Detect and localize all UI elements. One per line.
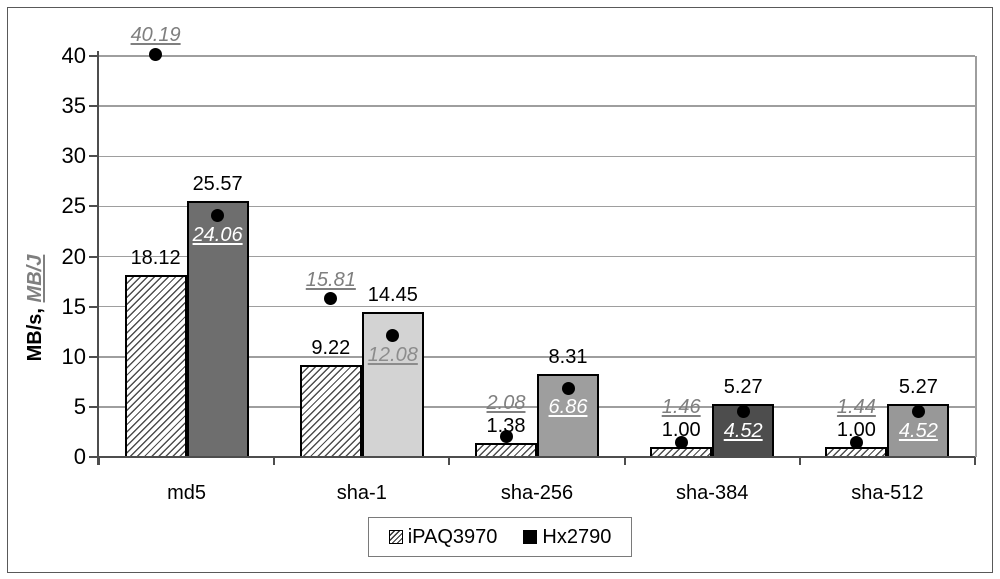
label-mbs-hx2790-sha-1: 14.45 <box>367 284 418 307</box>
y-tick-5 <box>89 405 97 408</box>
plot-right-border <box>975 56 977 457</box>
gridline-30 <box>99 155 975 157</box>
category-label-sha-1: sha-1 <box>336 482 387 504</box>
label-mbj-hx2790-sha-1: 12.08 <box>367 343 418 366</box>
label-mbs-hx2790-sha-256: 8.31 <box>548 345 588 368</box>
legend-label-hx2790: Hx2790 <box>542 526 612 548</box>
legend-label-ipaq3970: iPAQ3970 <box>407 526 498 548</box>
y-tick-label-20: 20 <box>61 243 86 269</box>
y-tick-label-15: 15 <box>61 293 86 319</box>
x-boundary-tick-0 <box>98 457 100 465</box>
point-mbj-hx2790-md5 <box>211 209 225 223</box>
label-mbj-ipaq3970-md5: 40.19 <box>130 24 181 47</box>
label-mbj-hx2790-sha-512: 4.52 <box>898 419 938 442</box>
y-tick-label-10: 10 <box>61 343 86 369</box>
label-mbj-ipaq3970-sha-512: 1.44 <box>836 396 876 418</box>
bar-ipaq3970-md5 <box>124 275 187 458</box>
label-mbs-ipaq3970-sha-1: 9.22 <box>311 336 351 359</box>
gridline-15 <box>99 305 975 308</box>
label-mbs-ipaq3970-sha-384: 1.00 <box>661 419 701 441</box>
y-tick-label-25: 25 <box>61 193 86 219</box>
x-boundary-tick-1 <box>273 457 276 465</box>
y-tick-15 <box>89 305 97 308</box>
point-mbj-hx2790-sha-512 <box>911 405 925 419</box>
y-tick-label-40: 40 <box>61 43 86 68</box>
legend: iPAQ3970 Hx2790 <box>368 517 632 557</box>
label-mbs-ipaq3970-sha-512: 1.00 <box>836 419 876 441</box>
label-mbj-ipaq3970-sha-1: 15.81 <box>305 268 356 291</box>
legend-swatch-ipaq3970 <box>388 530 403 544</box>
y-tick-label-5: 5 <box>73 393 86 419</box>
y-tick-label-0: 0 <box>73 444 86 469</box>
label-mbs-ipaq3970-sha-256: 1.38 <box>486 415 526 438</box>
point-mbj-ipaq3970-sha-512 <box>849 436 863 450</box>
y-axis-line <box>97 51 99 465</box>
y-tick-label-30: 30 <box>61 143 86 169</box>
gridline-20 <box>99 255 975 258</box>
legend-swatch-hx2790 <box>523 530 538 544</box>
x-boundary-tick-3 <box>623 457 626 465</box>
gridline-35 <box>99 105 975 107</box>
point-mbj-hx2790-sha-384 <box>736 405 750 419</box>
gridline-25 <box>99 205 975 208</box>
y-tick-label-35: 35 <box>61 93 86 119</box>
chart-outer-border <box>7 7 993 573</box>
category-label-sha-384: sha-384 <box>676 482 749 504</box>
label-mbj-hx2790-sha-384: 4.52 <box>723 419 763 442</box>
y-tick-40 <box>89 55 97 57</box>
bar-hx2790-sha-256 <box>537 373 599 458</box>
y-tick-20 <box>89 255 97 258</box>
label-mbs-hx2790-sha-512: 5.27 <box>898 376 938 399</box>
point-mbj-ipaq3970-sha-256 <box>499 429 513 443</box>
point-mbj-hx2790-sha-1 <box>386 329 400 343</box>
y-tick-30 <box>89 155 97 158</box>
x-boundary-tick-2 <box>448 457 451 465</box>
x-axis-line <box>97 456 975 458</box>
y-tick-10 <box>89 355 97 358</box>
label-mbs-ipaq3970-md5: 18.12 <box>130 247 181 270</box>
point-mbj-ipaq3970-sha-1 <box>324 292 338 305</box>
label-mbs-hx2790-md5: 25.57 <box>192 172 243 195</box>
label-mbj-ipaq3970-sha-256: 2.08 <box>486 392 526 415</box>
gridline-40 <box>99 55 975 57</box>
label-mbj-hx2790-sha-256: 6.86 <box>548 396 588 419</box>
x-boundary-tick-4 <box>798 457 801 465</box>
point-mbj-ipaq3970-md5 <box>149 47 163 61</box>
point-mbj-hx2790-sha-256 <box>561 381 575 395</box>
bar-ipaq3970-sha-1 <box>299 364 362 458</box>
category-label-sha-256: sha-256 <box>500 482 574 504</box>
label-mbj-hx2790-md5: 24.06 <box>192 223 243 246</box>
category-label-md5: md5 <box>167 482 207 504</box>
label-mbj-ipaq3970-sha-384: 1.46 <box>661 396 701 418</box>
y-tick-0 <box>89 456 97 458</box>
label-mbs-hx2790-sha-384: 5.27 <box>723 376 763 399</box>
y-tick-35 <box>89 105 97 108</box>
gridline-10 <box>99 356 975 358</box>
bar-hx2790-md5 <box>186 200 249 458</box>
y-tick-25 <box>89 205 97 208</box>
x-boundary-tick-5 <box>974 457 976 465</box>
category-label-sha-512: sha-512 <box>851 482 924 504</box>
point-mbj-ipaq3970-sha-384 <box>674 435 688 449</box>
